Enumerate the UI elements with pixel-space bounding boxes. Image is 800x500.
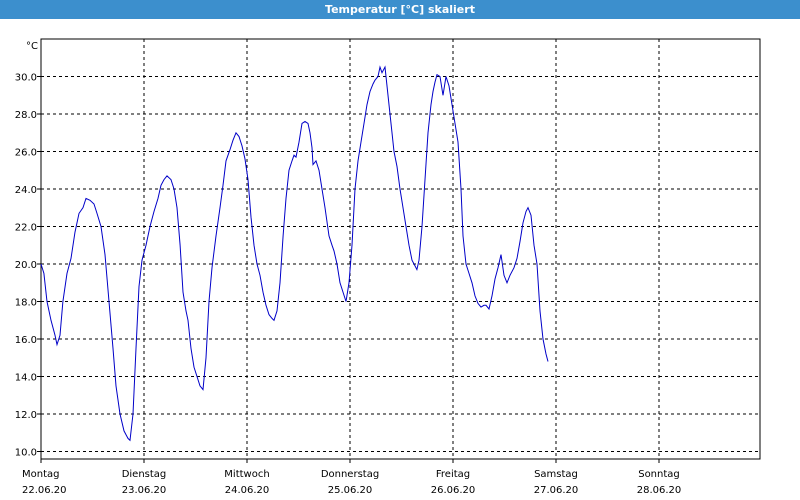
chart-title-bar: Temperatur [°C] skaliert [0, 0, 800, 19]
y-tick-label: 18.0 [15, 298, 37, 309]
plot-frame [40, 38, 761, 460]
x-axis-ticks: Montag 22.06.20 Dienstag 23.06.20 Mittwoch 24… [22, 459, 681, 496]
x-tick-date-label: 25.06.20 [328, 485, 373, 496]
y-axis-ticks: 10.0 12.0 14.0 16.0 18.0 20.0 22.0 24.0 26.0 28.0… [15, 73, 41, 459]
y-tick-label: 16.0 [15, 335, 37, 346]
x-tick-date-label: 26.06.20 [431, 485, 476, 496]
y-tick-label: 24.0 [15, 185, 37, 196]
x-tick-day-label: Freitag [436, 469, 470, 480]
chart-title: Temperatur [°C] skaliert [325, 3, 475, 16]
x-tick-day-label: Sonntag [638, 469, 680, 480]
temperature-chart: °C 10.0 12.0 14.0 16.0 18.0 20.0 22.0 24.0 26.0 2… [0, 19, 800, 500]
x-tick-day-label: Samstag [534, 469, 578, 480]
x-tick-day-label: Mittwoch [224, 469, 269, 480]
x-tick-date-label: 27.06.20 [534, 485, 579, 496]
y-tick-label: 20.0 [15, 260, 37, 271]
x-tick-day-label: Dienstag [122, 469, 167, 480]
temperature-series-line [40, 65, 549, 442]
y-tick-label: 10.0 [15, 448, 37, 459]
x-tick-date-label: 22.06.20 [22, 485, 67, 496]
y-tick-label: 28.0 [15, 110, 37, 121]
y-tick-label: 14.0 [15, 373, 37, 384]
x-tick-day-label: Montag [22, 469, 59, 480]
x-tick-day-label: Donnerstag [321, 469, 379, 480]
y-tick-label: 30.0 [15, 73, 37, 84]
grid-lines [41, 39, 760, 459]
x-tick-date-label: 24.06.20 [225, 485, 270, 496]
y-tick-label: 12.0 [15, 410, 37, 421]
x-tick-date-label: 28.06.20 [637, 485, 682, 496]
y-tick-label: 26.0 [15, 148, 37, 159]
x-tick-date-label: 23.06.20 [122, 485, 167, 496]
chart-background [0, 19, 800, 500]
unit-label: °C [26, 41, 38, 52]
y-tick-label: 22.0 [15, 223, 37, 234]
